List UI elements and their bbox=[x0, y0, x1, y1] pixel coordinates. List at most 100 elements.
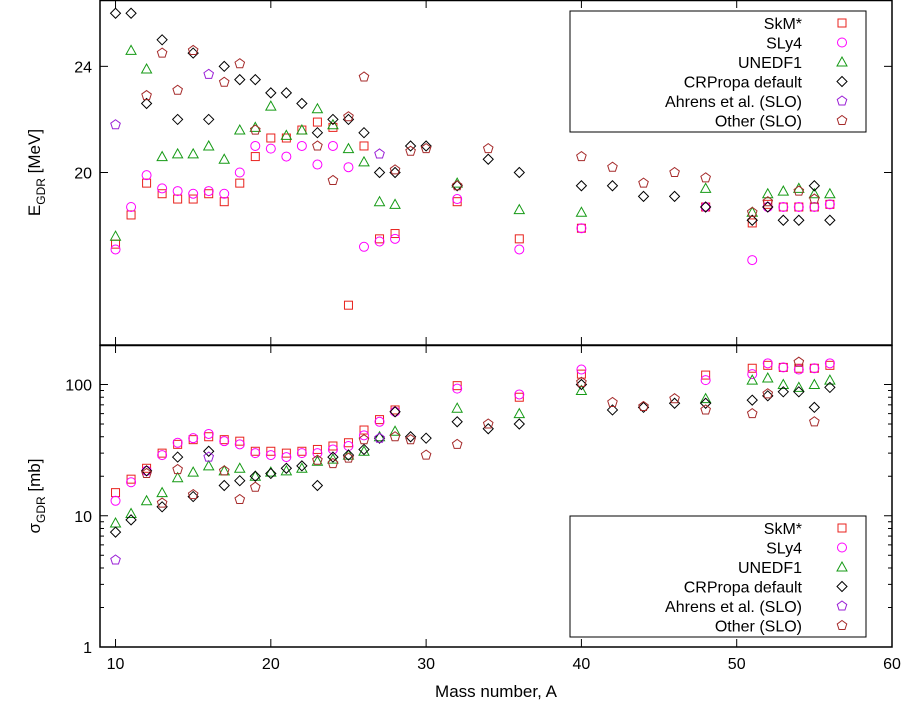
data-point bbox=[312, 448, 323, 459]
legend-label: Other (SLO) bbox=[715, 114, 802, 131]
legend-marker bbox=[837, 523, 847, 533]
data-point bbox=[575, 384, 588, 396]
data-point bbox=[218, 153, 231, 164]
data-point bbox=[296, 140, 307, 151]
data-point bbox=[204, 189, 214, 199]
data-point bbox=[202, 459, 215, 471]
data-point bbox=[265, 143, 276, 154]
data-point bbox=[171, 147, 184, 159]
series-ahrens-et-al-slo bbox=[110, 68, 385, 159]
data-point bbox=[809, 193, 820, 204]
data-point bbox=[792, 381, 805, 392]
data-point bbox=[204, 432, 214, 442]
data-point bbox=[218, 76, 230, 87]
legend-label: UNEDF1 bbox=[738, 560, 802, 577]
data-point bbox=[172, 186, 183, 197]
data-point bbox=[187, 47, 199, 59]
data-point bbox=[327, 457, 339, 469]
data-point bbox=[312, 159, 323, 170]
data-point bbox=[762, 358, 773, 369]
data-point bbox=[234, 167, 245, 178]
legend: SkM* SLy4 UNEDF1 CRPropa default Ahrens et a… bbox=[569, 10, 867, 133]
data-point bbox=[342, 113, 355, 126]
data-point bbox=[793, 214, 805, 226]
data-point bbox=[219, 197, 229, 207]
data-point bbox=[343, 438, 353, 448]
legend-marker bbox=[836, 55, 848, 67]
data-point bbox=[824, 214, 836, 226]
data-point bbox=[281, 448, 291, 458]
data-point bbox=[250, 448, 261, 459]
data-point bbox=[761, 372, 774, 383]
data-point bbox=[265, 87, 277, 99]
data-point bbox=[157, 450, 168, 461]
data-point bbox=[327, 174, 339, 186]
data-point bbox=[825, 199, 835, 209]
data-point bbox=[637, 190, 650, 203]
data-point bbox=[203, 186, 214, 197]
x-tick-label: 30 bbox=[417, 656, 435, 673]
data-point bbox=[452, 383, 463, 394]
data-point bbox=[576, 364, 587, 375]
data-point bbox=[311, 126, 324, 139]
data-point bbox=[390, 406, 401, 417]
y-tick-label: 1 bbox=[83, 640, 92, 657]
data-point bbox=[359, 425, 369, 435]
series-skm bbox=[111, 360, 835, 498]
data-point bbox=[374, 148, 385, 159]
data-point bbox=[420, 143, 432, 154]
data-point bbox=[359, 241, 369, 252]
data-point bbox=[451, 180, 463, 192]
data-point bbox=[576, 223, 587, 234]
y-axis-label: σGDR [mb] bbox=[25, 459, 48, 534]
data-point bbox=[808, 180, 821, 192]
data-point bbox=[311, 479, 324, 492]
x-tick-label: 20 bbox=[262, 656, 280, 673]
data-point bbox=[312, 444, 322, 454]
data-point bbox=[794, 202, 804, 212]
data-point bbox=[777, 185, 790, 196]
data-point bbox=[420, 432, 432, 444]
data-point bbox=[389, 198, 401, 209]
data-point bbox=[141, 467, 152, 479]
data-point bbox=[233, 124, 246, 135]
data-point bbox=[777, 214, 790, 226]
data-point bbox=[296, 460, 308, 472]
data-point bbox=[264, 100, 277, 111]
data-point bbox=[762, 388, 774, 399]
data-point bbox=[327, 113, 339, 126]
data-point bbox=[111, 239, 121, 249]
data-point bbox=[405, 145, 416, 156]
data-point bbox=[513, 418, 526, 430]
data-point bbox=[389, 425, 401, 436]
data-point bbox=[281, 452, 292, 463]
data-point bbox=[808, 378, 821, 390]
data-point bbox=[140, 465, 153, 477]
x-axis-label: Mass number, A bbox=[435, 682, 558, 701]
data-point bbox=[793, 202, 804, 212]
data-point bbox=[125, 507, 137, 519]
data-point bbox=[203, 428, 214, 439]
data-point bbox=[342, 449, 355, 461]
data-point bbox=[808, 401, 821, 414]
data-point bbox=[669, 166, 680, 178]
data-point bbox=[171, 113, 184, 126]
data-point bbox=[793, 386, 805, 398]
data-point bbox=[809, 202, 819, 212]
data-point bbox=[373, 432, 386, 444]
data-point bbox=[157, 189, 167, 199]
series-ahrens-et-al-slo bbox=[110, 432, 385, 565]
data-point bbox=[280, 87, 293, 99]
data-point bbox=[747, 255, 758, 266]
data-point bbox=[808, 187, 821, 199]
data-point bbox=[793, 185, 805, 196]
data-point bbox=[187, 488, 199, 500]
data-point bbox=[343, 300, 353, 310]
series-other-slo bbox=[141, 356, 820, 508]
data-point bbox=[280, 462, 293, 474]
plot-frame bbox=[99, 344, 893, 648]
data-point bbox=[358, 434, 370, 445]
data-point bbox=[809, 363, 819, 373]
y-axis-label: EGDR [MeV] bbox=[25, 129, 48, 216]
